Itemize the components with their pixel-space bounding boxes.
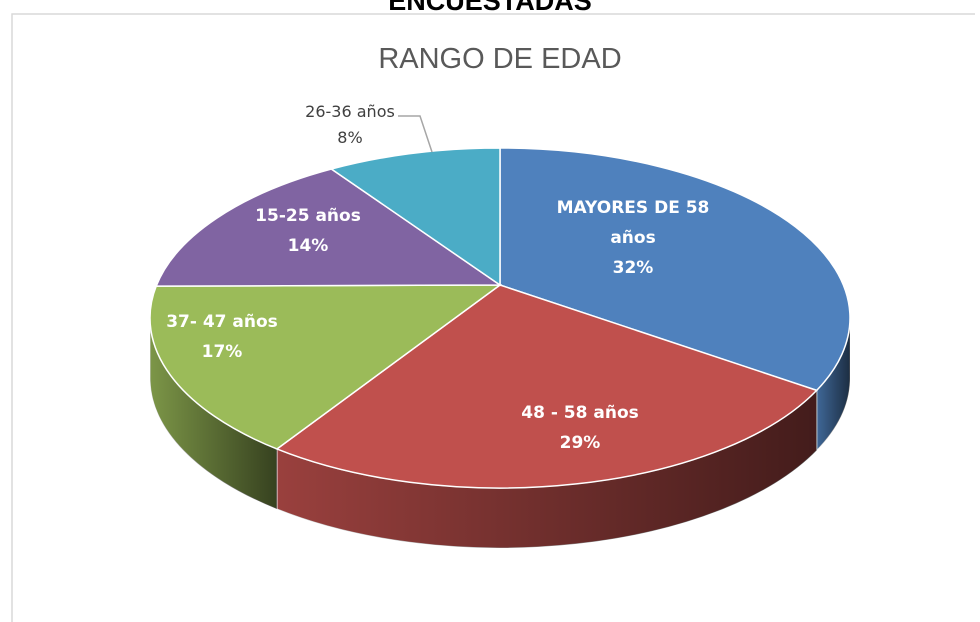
slice — [155, 168, 503, 287]
label-value: 29% — [559, 433, 601, 453]
slice — [275, 284, 819, 489]
chart-title: RANGO DE EDAD — [378, 43, 621, 75]
label-value: 32% — [612, 258, 654, 278]
chart-frame — [11, 13, 975, 622]
page-heading: ENCUESTADAS — [388, 0, 592, 16]
data-label: 37- 47 años 17% — [166, 307, 278, 367]
data-label: 15-25 años 14% — [255, 201, 361, 261]
slice — [499, 147, 851, 392]
slice-side-shade — [150, 318, 277, 509]
data-label: MAYORES DE 58 años 32% — [546, 193, 721, 283]
slice-side-shade — [816, 318, 850, 451]
label-category: 48 - 58 años — [521, 403, 639, 423]
label-category: 26-36 años — [305, 102, 395, 121]
label-category: MAYORES DE 58 años — [556, 198, 710, 248]
slice-side-shade — [276, 390, 817, 548]
data-label: 48 - 58 años 29% — [521, 398, 639, 458]
label-category: 15-25 años — [255, 206, 361, 226]
label-value: 14% — [287, 236, 329, 256]
label-value: 17% — [201, 342, 243, 362]
leader-line — [398, 115, 433, 153]
slice — [149, 284, 503, 450]
label-value: 8% — [337, 128, 363, 147]
label-category: 37- 47 años — [166, 312, 278, 332]
slice — [329, 147, 501, 287]
data-label: 26-36 años 8% — [305, 99, 395, 151]
